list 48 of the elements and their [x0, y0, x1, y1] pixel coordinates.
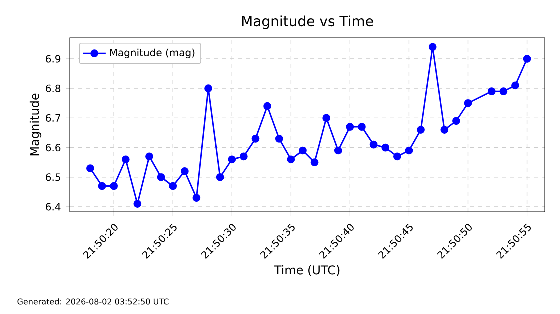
point — [264, 102, 272, 110]
point — [322, 114, 331, 122]
point — [405, 146, 414, 155]
x-axis-title: Time (UTC) — [274, 265, 340, 276]
point — [417, 126, 425, 134]
point — [86, 164, 94, 172]
point — [240, 152, 248, 161]
y-tick-label: 6.4 — [46, 203, 61, 211]
point — [440, 126, 449, 134]
point — [146, 152, 154, 161]
y-tick-label: 6.5 — [46, 174, 60, 182]
point — [180, 168, 189, 176]
point — [122, 156, 130, 164]
text: Generated: 2026-08-02 03:52:50 UTC — [18, 298, 169, 305]
y-tick-label: 6.6 — [46, 144, 61, 152]
chart-title: Magnitude vs Time — [242, 16, 374, 30]
point — [157, 173, 166, 182]
point — [299, 146, 307, 155]
point — [110, 182, 118, 190]
point — [204, 84, 212, 93]
y-tick-label: 6.7 — [46, 114, 60, 122]
point — [252, 134, 260, 143]
y-axis-title: Magnitude — [30, 94, 42, 156]
point — [512, 82, 520, 90]
point — [428, 43, 437, 52]
legend-label: Magnitude (mag) — [110, 48, 195, 58]
y-tick-label: 6.8 — [46, 84, 61, 92]
point — [310, 158, 319, 167]
point — [169, 182, 178, 190]
point — [358, 123, 366, 132]
point — [192, 194, 201, 202]
point — [228, 156, 236, 164]
point — [382, 144, 390, 152]
point — [216, 173, 224, 182]
point — [98, 182, 106, 190]
point — [523, 55, 532, 63]
point — [287, 156, 296, 164]
point — [452, 117, 460, 126]
point — [134, 200, 142, 208]
point — [370, 140, 378, 149]
point — [346, 123, 354, 132]
point — [488, 88, 496, 96]
point — [500, 88, 508, 96]
y-tick-label: 6.9 — [46, 55, 61, 63]
point — [464, 99, 472, 108]
point — [275, 134, 284, 143]
point — [394, 152, 402, 161]
point — [334, 146, 342, 155]
